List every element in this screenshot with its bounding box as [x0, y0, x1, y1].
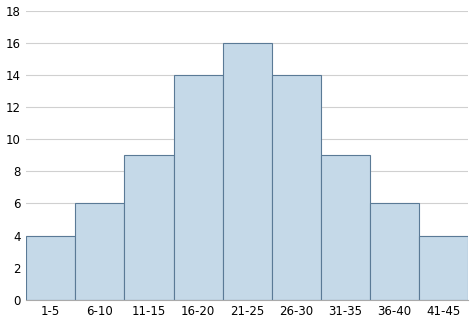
Bar: [124, 155, 173, 300]
Bar: [272, 75, 321, 300]
Bar: [370, 203, 419, 300]
Bar: [419, 236, 468, 300]
Bar: [75, 203, 124, 300]
Bar: [173, 75, 223, 300]
Bar: [321, 155, 370, 300]
Bar: [26, 236, 75, 300]
Bar: [223, 43, 272, 300]
